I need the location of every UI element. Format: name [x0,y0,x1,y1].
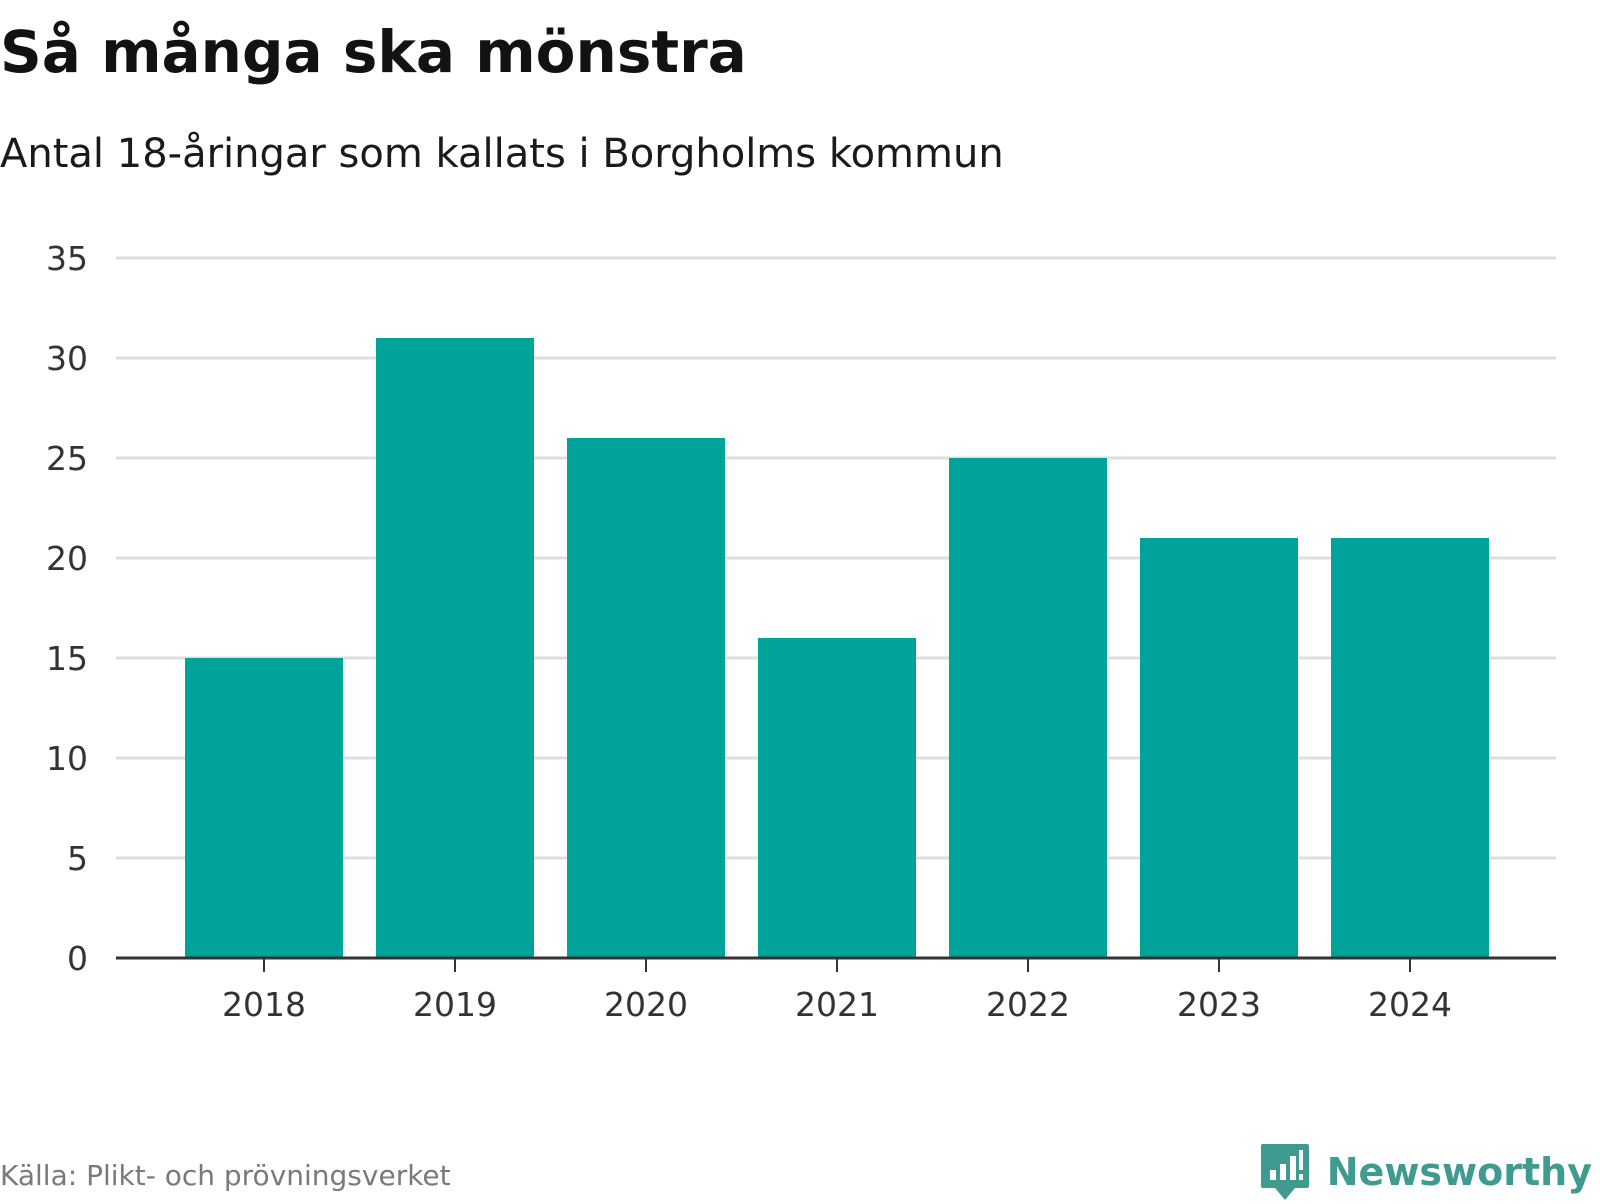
bar-2024 [1331,538,1489,958]
y-tick-label: 35 [46,239,88,278]
y-axis-tick-labels: 0 5 10 15 20 25 30 35 [46,239,88,978]
source-note: Källa: Plikt- och prövningsverket [0,1159,451,1192]
y-tick-label: 30 [46,339,88,378]
y-tick-label: 20 [46,539,88,578]
bar-2021 [758,638,916,958]
x-tick-label: 2021 [795,985,879,1024]
x-tick-label: 2020 [604,985,688,1024]
x-tick-label: 2019 [413,985,497,1024]
y-tick-label: 0 [67,939,88,978]
x-tick-label: 2024 [1368,985,1452,1024]
brand-name: Newsworthy [1326,1150,1592,1194]
bar-2018 [185,658,343,958]
brand-logo: Newsworthy [1259,1140,1592,1204]
y-tick-label: 15 [46,639,88,678]
bars [185,338,1489,958]
bar-2019 [376,338,534,958]
bar-2020 [567,438,725,958]
y-tick-label: 5 [67,839,88,878]
x-tick-label: 2018 [222,985,306,1024]
y-tick-label: 10 [46,739,88,778]
newsworthy-logo-icon [1260,1144,1309,1200]
bar-2022 [949,458,1107,958]
chart-title: Så många ska mönstra [0,18,747,86]
y-tick-label: 25 [46,439,88,478]
bar-2023 [1140,538,1298,958]
chart-subtitle: Antal 18-åringar som kallats i Borgholms… [0,131,1004,177]
x-axis-ticks: 2018 2019 2020 2021 2022 2023 2024 [222,958,1452,1024]
x-tick-label: 2022 [986,985,1070,1024]
x-tick-label: 2023 [1177,985,1261,1024]
